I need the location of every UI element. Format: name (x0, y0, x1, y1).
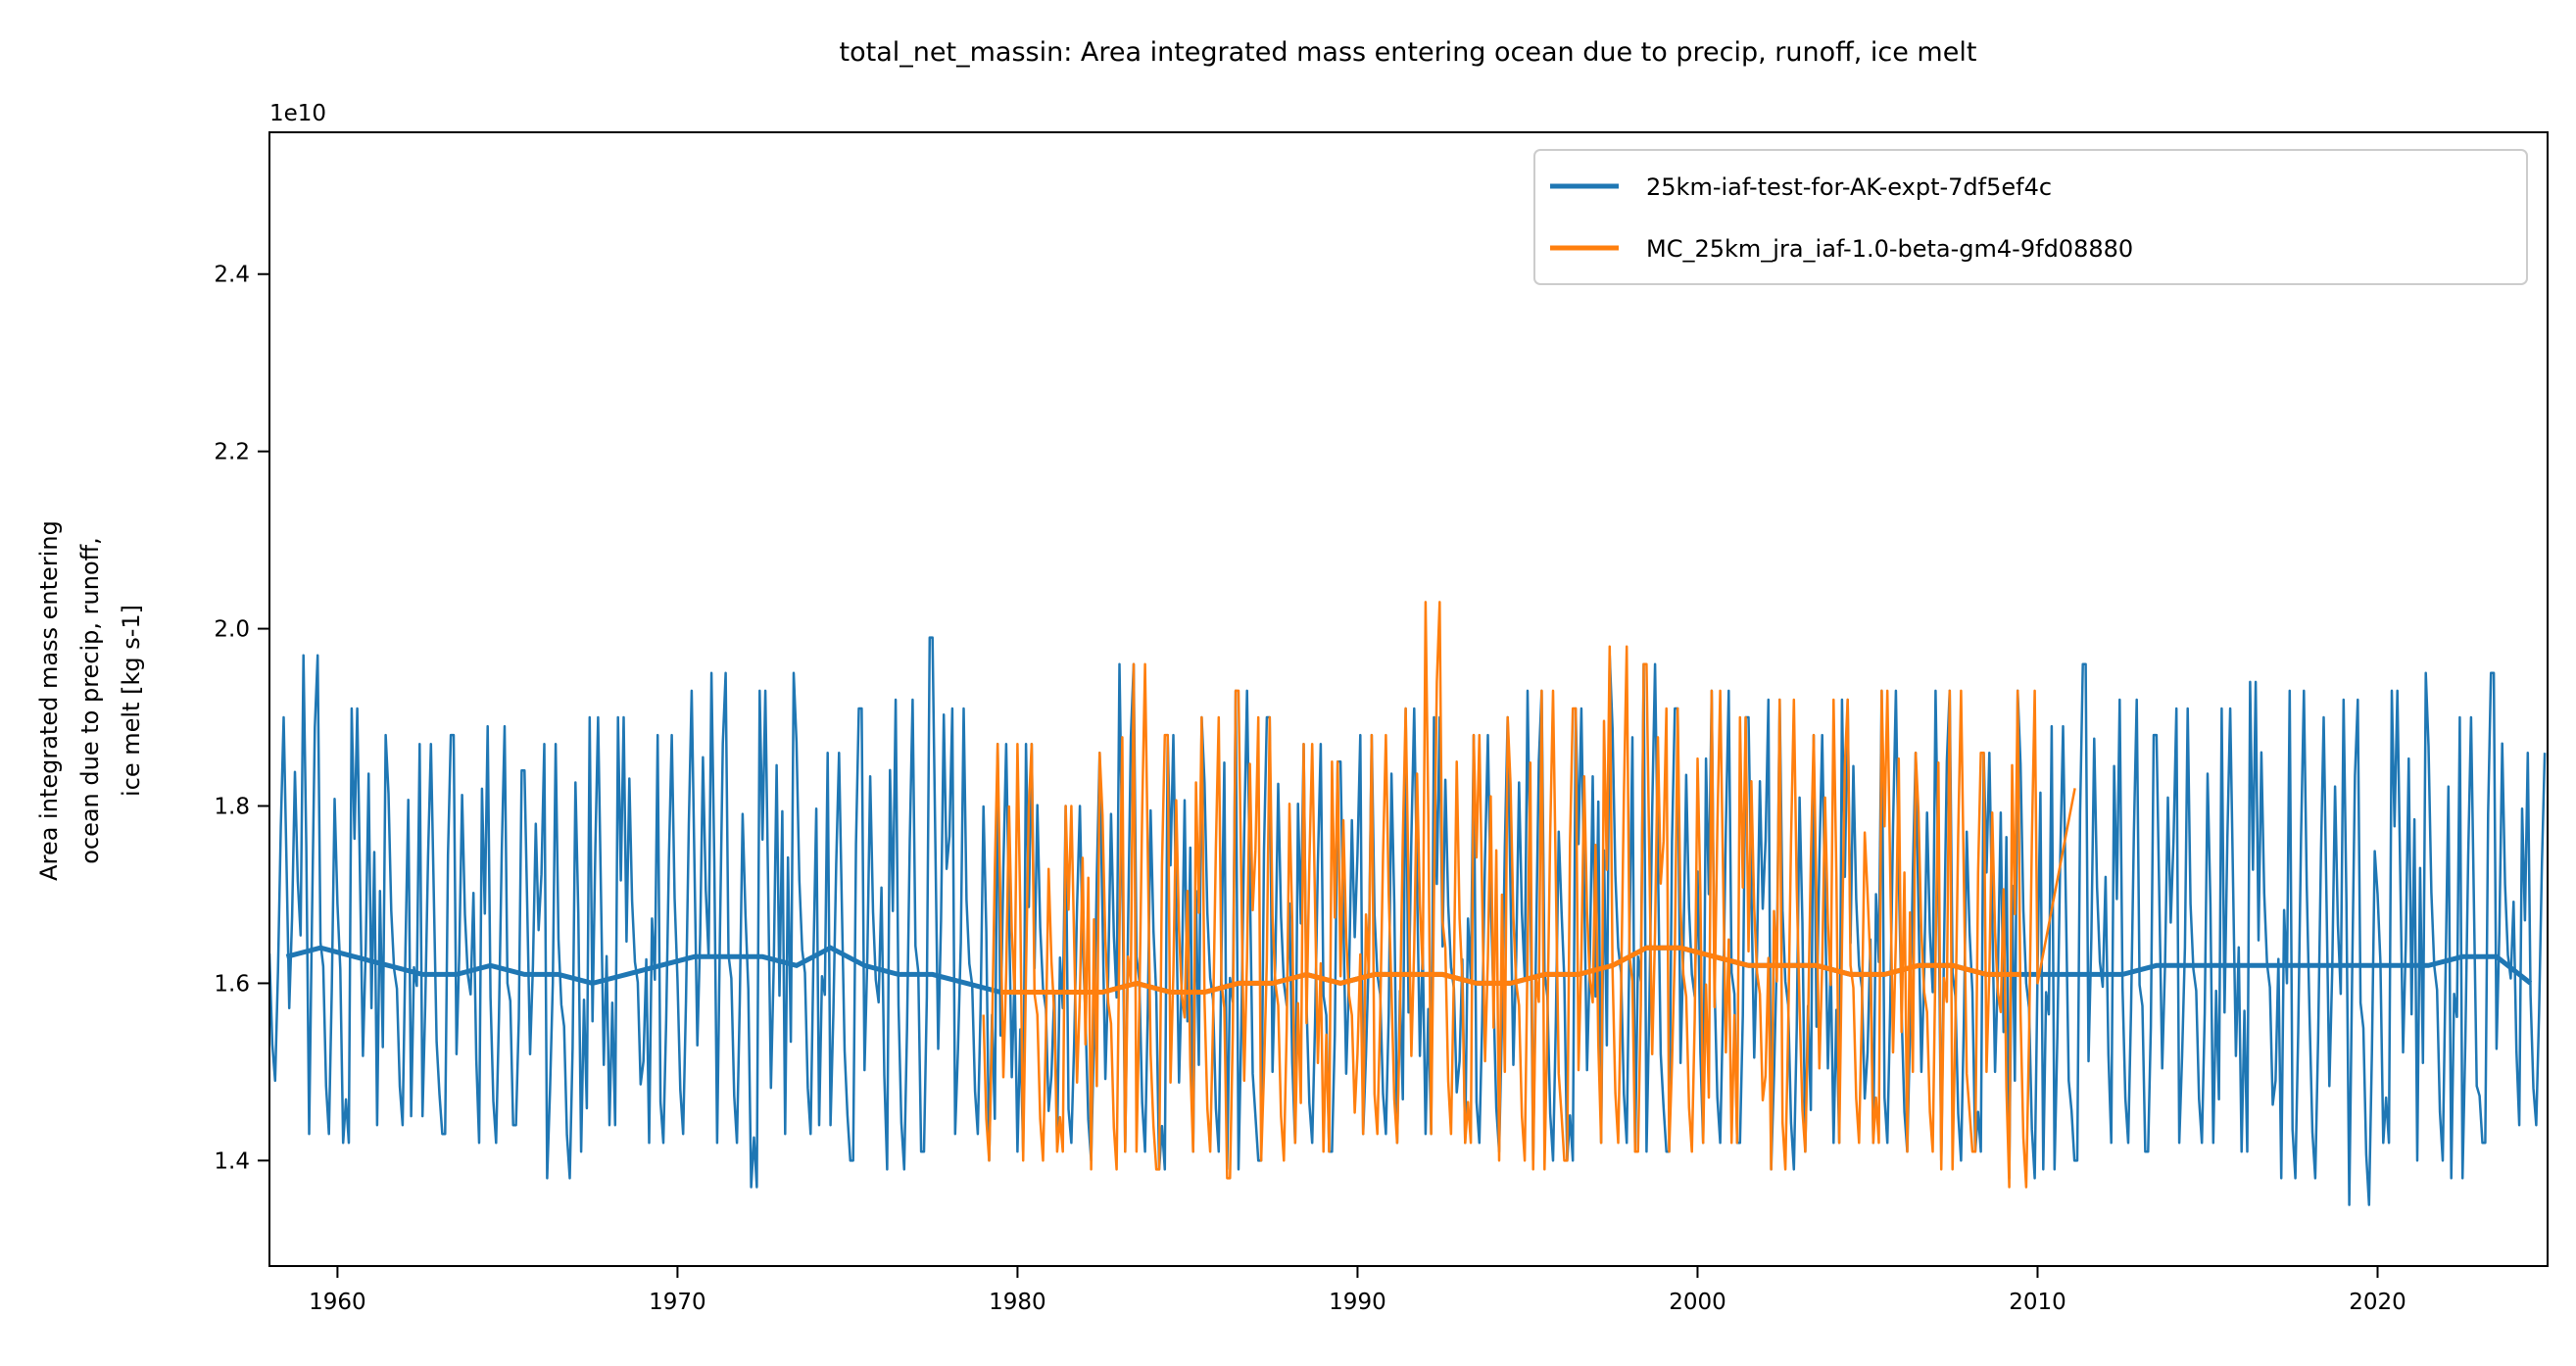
y-offset-label: 1e10 (269, 101, 326, 126)
y-axis-label: Area integrated mass entering ocean due … (35, 520, 145, 881)
series-layer (269, 601, 2547, 1206)
y-axis-label-line: Area integrated mass entering (35, 520, 63, 881)
x-tick-label: 1970 (649, 1290, 706, 1315)
y-tick-label: 2.2 (214, 440, 250, 465)
axes-frame (268, 131, 2549, 1267)
y-axis-label-line: ice melt [kg s-1] (118, 605, 145, 797)
legend: 25km-iaf-test-for-AK-expt-7df5ef4c MC_25… (1533, 149, 2528, 285)
y-tick-label: 2.0 (214, 617, 250, 643)
y-tick-label: 1.8 (214, 795, 250, 820)
legend-label-series-2: MC_25km_jra_iaf-1.0-beta-gm4-9fd08880 (1646, 235, 2133, 263)
y-axis-label-line: ocean due to precip, runoff, (76, 537, 104, 864)
x-tick-label: 1960 (309, 1290, 366, 1315)
x-tick-label: 2000 (1669, 1290, 1726, 1315)
legend-label-series-1: 25km-iaf-test-for-AK-expt-7df5ef4c (1646, 173, 2052, 201)
y-tick-label: 2.4 (214, 263, 250, 288)
y-axis: 1.4 1.6 1.8 2.0 2.2 2.4 (214, 263, 269, 1174)
chart-title: total_net_massin: Area integrated mass e… (840, 37, 1977, 68)
x-tick-label: 2010 (2009, 1290, 2066, 1315)
series-line-2 (982, 601, 2076, 1189)
x-axis: 1960 1970 1980 1990 2000 2010 2020 (309, 1266, 2406, 1315)
y-tick-label: 1.6 (214, 971, 250, 997)
series-mean-line-2 (1000, 945, 2021, 995)
legend-box (1533, 149, 2528, 285)
x-tick-label: 1990 (1329, 1290, 1386, 1315)
y-tick-label: 1.4 (214, 1148, 250, 1174)
x-tick-label: 1980 (989, 1290, 1046, 1315)
x-tick-label: 2020 (2349, 1290, 2406, 1315)
